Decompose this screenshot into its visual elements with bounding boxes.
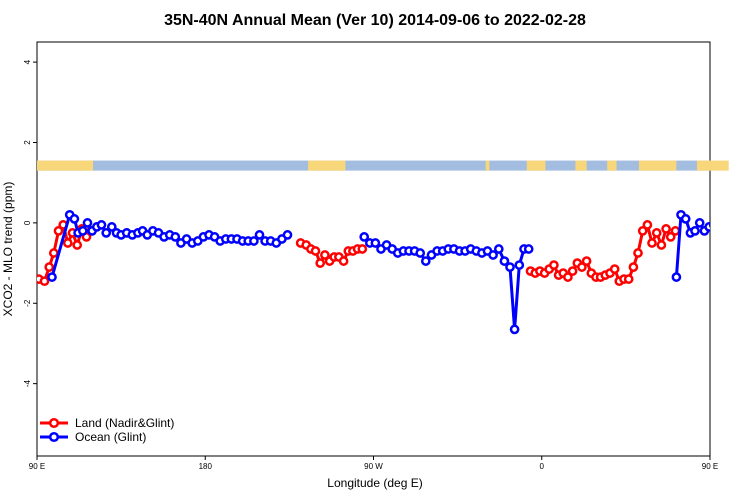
series-1-point: [106, 222, 117, 232]
x-tick-label-2: 90 W: [364, 462, 383, 471]
series-0-point: [563, 272, 573, 282]
series-1-point: [499, 256, 510, 266]
series-0-point: [44, 262, 55, 272]
legend-entry-ocean: Ocean (Glint): [40, 430, 146, 444]
series-1-point: [671, 272, 682, 282]
series-1-point: [523, 244, 534, 254]
land-band-segment-7: [696, 160, 729, 171]
series-0-point: [637, 226, 648, 236]
series-1-point: [47, 272, 57, 282]
y-axis: 4 2 0 -2 -4: [23, 59, 37, 387]
land-band-segment-6: [638, 160, 677, 171]
series-1-point: [493, 244, 504, 254]
plot-frame: [36, 41, 711, 457]
land-sea-band: [37, 160, 729, 171]
series-1-point: [370, 238, 381, 248]
series-0-point: [665, 232, 676, 242]
y-axis-label: XCO2 - MLO trend (ppm): [1, 182, 15, 317]
series-0-point: [656, 240, 667, 250]
land-band-segment-2: [485, 160, 490, 171]
x-tick-label-4: 90 E: [702, 462, 718, 471]
series-0-point: [357, 244, 368, 254]
y-tick-label-1: 2: [23, 140, 32, 145]
series-0-point: [320, 250, 330, 260]
series-1-point: [420, 256, 431, 266]
series-1-point: [254, 230, 265, 240]
series-1-point: [505, 262, 515, 272]
x-axis-label: Longitude (deg E): [327, 476, 422, 490]
series-1-point: [724, 229, 731, 236]
land-band-segment-0: [37, 160, 94, 171]
series-0-point: [661, 224, 671, 234]
series-1-point: [740, 231, 747, 238]
series-0-point: [647, 238, 657, 248]
series-1-point: [488, 250, 498, 260]
series-1-point: [680, 214, 691, 224]
series-0-point: [633, 248, 643, 258]
land-band-segment-3: [526, 160, 546, 171]
series-1: [47, 209, 750, 335]
series-0-point: [628, 262, 639, 272]
legend-label-land: Land (Nadir&Glint): [75, 416, 174, 430]
y-tick-label-4: -4: [23, 380, 32, 388]
series-0-point: [670, 226, 681, 236]
series-1-point: [282, 230, 293, 240]
series-1-point: [729, 231, 736, 238]
series-0-point: [62, 238, 73, 248]
legend-marker-ocean: [48, 431, 60, 443]
series-0-point: [338, 256, 349, 266]
series-0-point: [315, 258, 326, 268]
series-1-point: [715, 229, 722, 236]
series-1-point: [249, 236, 259, 246]
series-1-point: [746, 229, 750, 236]
series-0-point: [623, 274, 634, 284]
series-1-point: [509, 324, 520, 335]
chart-title: 35N-40N Annual Mean (Ver 10) 2014-09-06 …: [164, 12, 586, 29]
series-1-point: [708, 221, 710, 229]
legend-marker-land: [48, 417, 60, 429]
legend-entry-land: Land (Nadir&Glint): [40, 416, 174, 430]
series-0-point: [53, 226, 64, 236]
land-band-segment-1: [308, 160, 346, 171]
series-0-point: [609, 264, 620, 274]
series-1-point: [690, 226, 700, 236]
series-1-point: [82, 218, 93, 228]
series-0-point: [310, 246, 321, 256]
series-1-point: [77, 226, 88, 236]
y-tick-label-3: -2: [23, 299, 32, 307]
x-tick-label-1: 180: [199, 462, 213, 471]
x-tick-label-3: 0: [540, 462, 545, 471]
y-tick-label-2: 0: [23, 220, 32, 225]
series-0-point: [48, 248, 59, 258]
series-0-point: [72, 240, 83, 250]
series-1-line-2: [674, 213, 710, 278]
series-0-point: [549, 260, 559, 270]
series-0-point: [642, 220, 653, 230]
legend-label-ocean: Ocean (Glint): [75, 430, 146, 444]
series-1-point: [694, 218, 705, 228]
y-tick-label-0: 4: [23, 59, 32, 64]
ocean-band: [37, 160, 710, 171]
series-0-point: [581, 256, 592, 266]
legend: Land (Nadir&Glint) Ocean (Glint): [40, 416, 174, 444]
series-0-point: [577, 262, 587, 272]
land-band-segment-4: [575, 160, 587, 171]
series-0-point: [651, 228, 662, 238]
series-0-point: [39, 276, 50, 287]
x-axis: 90 E 180 90 W 0 90 E: [29, 456, 718, 471]
series-1-point: [514, 260, 525, 270]
series-1-point: [720, 223, 727, 230]
series-layer: [37, 209, 750, 335]
series-1-point: [69, 214, 80, 224]
series-1-point: [359, 232, 370, 242]
series-0-point: [567, 266, 578, 276]
series-1-point: [101, 228, 112, 238]
series-1-point: [170, 232, 181, 242]
series-1-point: [415, 248, 426, 258]
land-band-segment-5: [607, 160, 617, 171]
series-1-point: [734, 229, 741, 236]
x-tick-label-0: 90 E: [29, 462, 45, 471]
series-1-point: [96, 220, 107, 230]
